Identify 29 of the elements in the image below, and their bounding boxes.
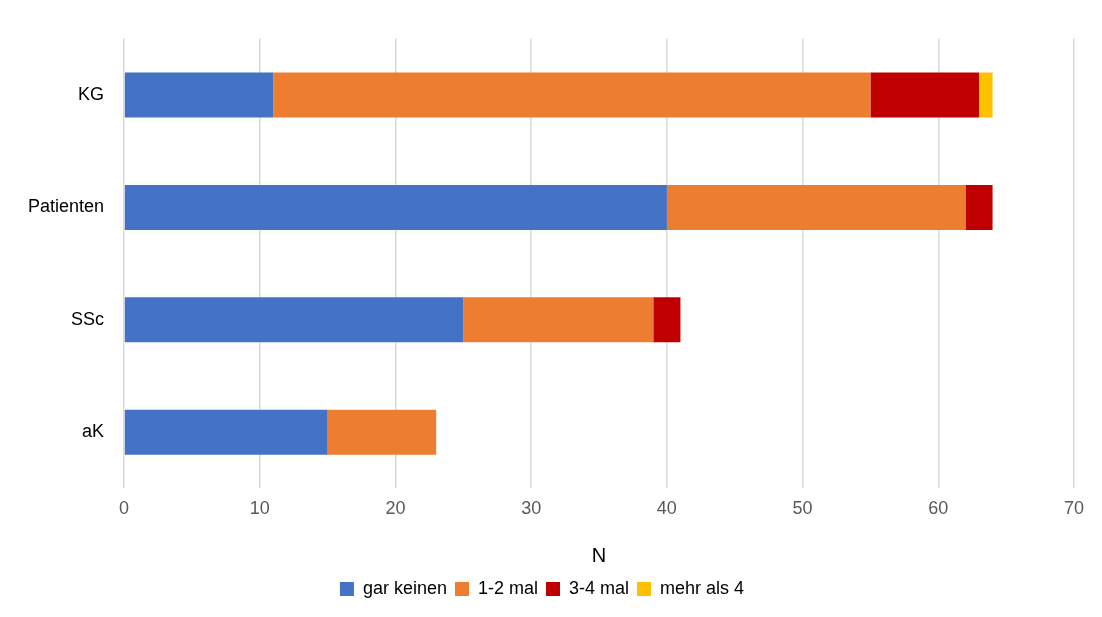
bar: [124, 409, 328, 455]
x-axis-title: N: [591, 543, 607, 566]
x-tick-label: 70: [1063, 498, 1084, 519]
bar: [870, 72, 979, 118]
bar: [124, 297, 464, 343]
x-tick-label: 20: [385, 498, 406, 519]
bar: [463, 297, 654, 343]
legend-label: 1-2 mal: [477, 577, 539, 598]
x-tick-label: 0: [119, 498, 130, 519]
bar: [653, 297, 681, 343]
y-tick-label: SSc: [71, 308, 105, 329]
x-tick-label: 10: [249, 498, 270, 519]
legend-label: 3-4 mal: [569, 577, 630, 598]
y-tick-label: aK: [82, 421, 105, 442]
y-tick-label: KG: [78, 83, 105, 104]
bar: [273, 72, 871, 118]
x-tick-label: 60: [928, 498, 949, 519]
legend-label: gar keinen: [362, 577, 447, 598]
legend-label: mehr als 4: [660, 577, 745, 598]
bar: [124, 72, 274, 118]
bar: [965, 184, 993, 230]
x-tick-label: 40: [656, 498, 677, 519]
bar: [666, 184, 966, 230]
bar: [979, 72, 993, 118]
bar: [327, 409, 437, 455]
x-tick-label: 50: [792, 498, 813, 519]
y-tick-label: Patienten: [28, 196, 105, 217]
bar: [124, 184, 667, 230]
x-tick-label: 30: [521, 498, 542, 519]
